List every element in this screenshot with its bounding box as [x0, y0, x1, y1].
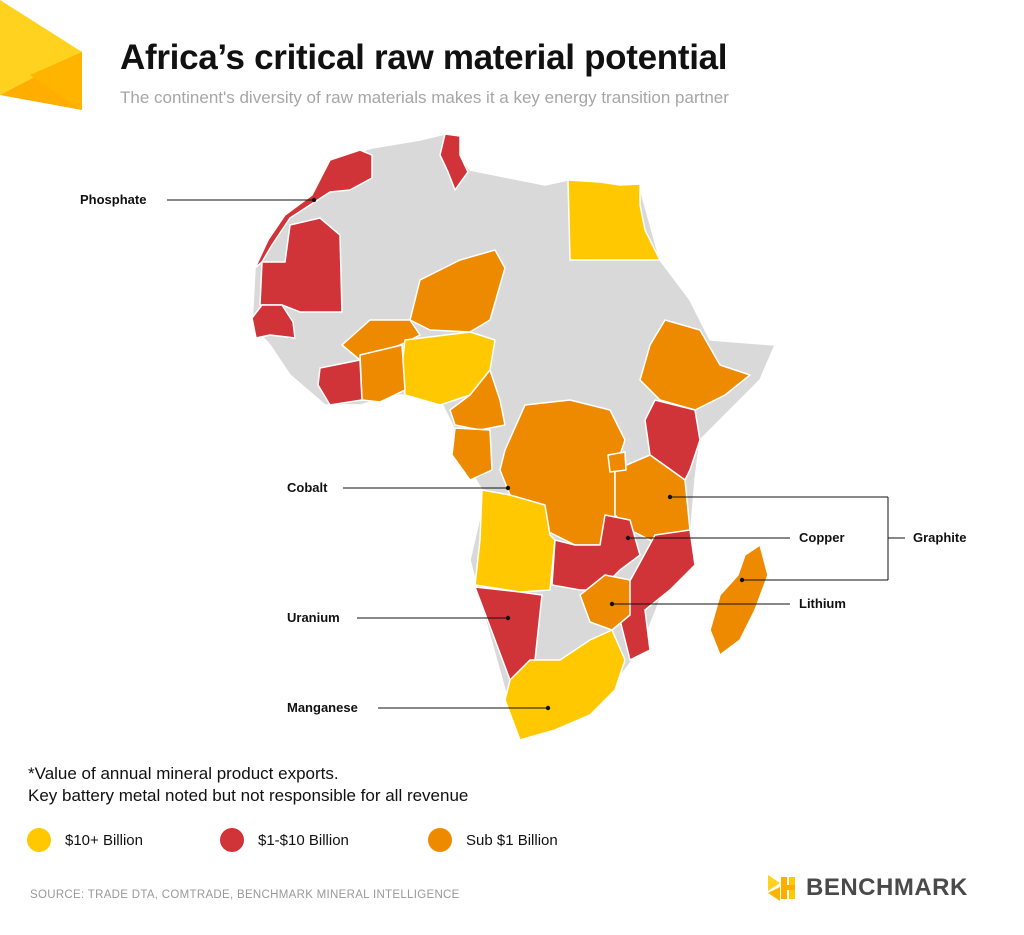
callout-graphite: Graphite	[913, 530, 967, 545]
country-zimbabwe	[579, 574, 631, 631]
callout-lithium: Lithium	[799, 596, 846, 611]
country-zambia	[551, 514, 641, 591]
note-line-2: Key battery metal noted but not responsi…	[28, 786, 469, 805]
callout-manganese: Manganese	[287, 700, 358, 715]
page-title: Africa’s critical raw material potential	[120, 38, 728, 77]
country-tunisia	[439, 133, 469, 191]
source-note: SOURCE: TRADE DTA, COMTRADE, BENCHMARK M…	[30, 889, 460, 901]
page-subtitle: The continent's diversity of raw materia…	[120, 88, 729, 107]
corner-logo-mark	[0, 0, 82, 110]
country-niger	[409, 249, 506, 333]
country-rwanda	[607, 451, 627, 473]
legend-item-ten-plus: $10+ Billion	[27, 828, 143, 852]
country-cameroon	[449, 369, 506, 431]
callout-phosphate: Phosphate	[80, 192, 147, 207]
legend-label-sub-one: Sub $1 Billion	[466, 831, 558, 849]
brand-logo: BENCHMARK	[766, 873, 968, 903]
note-line-1: *Value of annual mineral product exports…	[28, 764, 339, 783]
country-gabon	[451, 427, 493, 481]
country-madagascar	[709, 544, 769, 656]
country-kenya	[644, 399, 701, 481]
country-angola	[474, 489, 556, 593]
callout-cobalt: Cobalt	[287, 480, 328, 495]
country-senegal	[251, 304, 296, 339]
benchmark-logo-icon	[768, 875, 795, 901]
callout-copper: Copper	[799, 530, 845, 545]
country-ethiopia	[639, 319, 751, 411]
legend-dot-one-to-ten	[220, 828, 244, 852]
country-egypt	[567, 179, 661, 261]
legend-label-ten-plus: $10+ Billion	[65, 831, 143, 849]
country-south-africa	[504, 629, 626, 741]
legend-item-sub-one: Sub $1 Billion	[428, 828, 558, 852]
callout-uranium: Uranium	[287, 610, 340, 625]
legend-dot-ten-plus	[27, 828, 51, 852]
country-morocco	[254, 149, 373, 269]
country-ivory-coast	[317, 359, 363, 406]
country-ghana	[359, 344, 406, 403]
legend-item-one-to-ten: $1-$10 Billion	[220, 828, 349, 852]
legend-dot-sub-one	[428, 828, 452, 852]
brand-name: BENCHMARK	[806, 874, 968, 901]
country-mauritania	[259, 217, 343, 313]
legend-label-one-to-ten: $1-$10 Billion	[258, 831, 349, 849]
